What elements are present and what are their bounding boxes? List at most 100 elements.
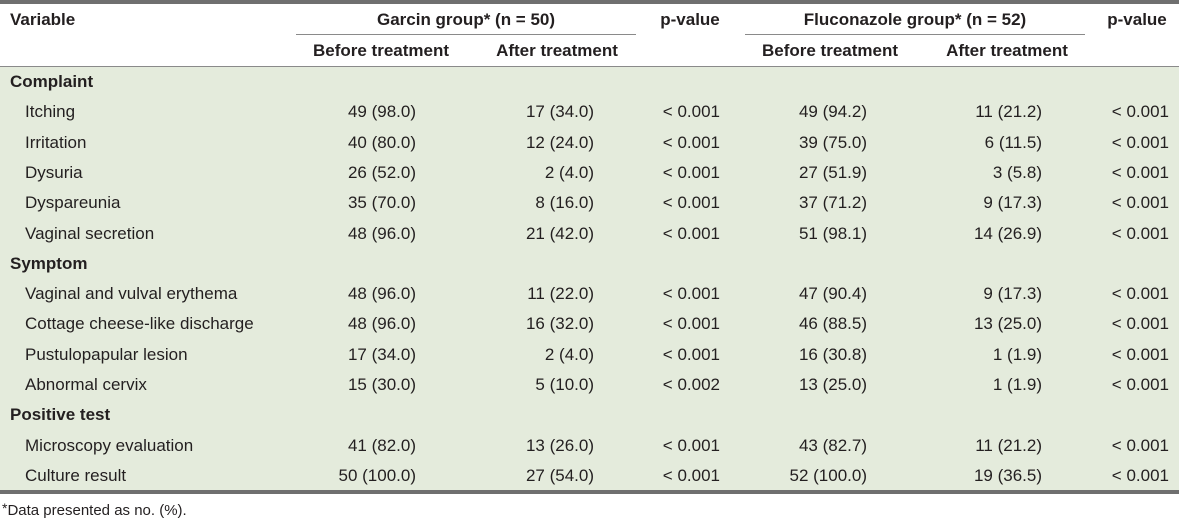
garcin-after-cell: 27 (54.0) (525, 465, 594, 485)
fluconazole-before-cell: 43 (82.7) (798, 435, 867, 455)
fluconazole-before-cell: 39 (75.0) (798, 132, 867, 152)
garcin-after-cell: 11 (22.0) (527, 284, 594, 304)
footnote-text: Data presented as no. (%). (7, 502, 187, 519)
garcin-after-cell: 12 (24.0) (525, 132, 594, 152)
fluconazole-pvalue-cell: < 0.001 (1111, 132, 1169, 152)
garcin-pvalue-cell: < 0.001 (662, 435, 720, 455)
fluconazole-pvalue-cell: < 0.001 (1111, 223, 1169, 243)
fluconazole-before-cell: 16 (30.8) (798, 344, 867, 364)
section-title: Complaint (10, 72, 94, 91)
fluconazole-after-cell: 6 (11.5) (984, 132, 1042, 152)
garcin-pvalue-cell: < 0.001 (662, 314, 720, 334)
fluconazole-after-cell: 3 (5.8) (992, 162, 1042, 182)
fluconazole-before-cell: 46 (88.5) (798, 314, 867, 334)
row-variable: Cottage cheese-like discharge (25, 314, 254, 334)
garcin-pvalue-cell: < 0.002 (662, 375, 720, 394)
fluconazole-before-cell: 52 (100.0) (789, 465, 868, 485)
garcin-before-cell: 48 (96.0) (347, 223, 416, 243)
section-title: Positive test (10, 405, 111, 425)
garcin-before-cell: 15 (30.0) (347, 375, 416, 394)
garcin-after-cell: 8 (16.0) (535, 193, 594, 213)
garcin-pvalue-cell: < 0.001 (662, 162, 720, 182)
garcin-after-cell: 21 (42.0) (525, 223, 594, 243)
fluconazole-after-cell: 9 (17.3) (983, 193, 1042, 213)
header-fluconazole-group: Fluconazole group* (n = 52) (803, 10, 1027, 29)
header-pvalue-1: p-value (660, 10, 720, 29)
header-after-2: After treatment (946, 41, 1068, 60)
table-body: Complaint Itching 49 (98.0) 17 (34.0) < 0.00… (0, 66, 1179, 490)
fluconazole-pvalue-cell: < 0.001 (1111, 162, 1169, 182)
garcin-before-cell: 49 (98.0) (347, 102, 416, 122)
table-header: Variable Garcin group* (n = 50) p-value … (0, 4, 1179, 66)
fluconazole-after-cell: 19 (36.5) (973, 465, 1042, 485)
header-variable: Variable (10, 10, 76, 29)
garcin-pvalue-cell: < 0.001 (662, 344, 720, 364)
garcin-after-cell: 5 (10.0) (535, 375, 594, 394)
row-variable: Pustulopapular lesion (25, 344, 188, 364)
garcin-before-cell: 48 (96.0) (347, 314, 416, 334)
garcin-before-cell: 35 (70.0) (347, 193, 416, 213)
header-garcin-group: Garcin group* (n = 50) (376, 10, 556, 29)
footnote: *Data presented as no. (%). (2, 500, 187, 521)
row-variable: Irritation (25, 132, 87, 152)
fluconazole-group-underline (745, 34, 1085, 35)
fluconazole-before-cell: 13 (25.0) (798, 375, 867, 394)
top-rule (0, 0, 1179, 4)
bottom-rule (0, 490, 1179, 494)
garcin-pvalue-cell: < 0.001 (662, 465, 720, 485)
garcin-before-cell: 41 (82.0) (347, 435, 416, 455)
row-variable: Vaginal secretion (25, 223, 155, 243)
fluconazole-pvalue-cell: < 0.001 (1111, 344, 1169, 364)
section-title: Symptom (10, 253, 88, 273)
fluconazole-pvalue-cell: < 0.001 (1111, 375, 1169, 394)
garcin-before-cell: 26 (52.0) (347, 162, 416, 182)
garcin-after-cell: 2 (4.0) (544, 344, 594, 364)
fluconazole-after-cell: 1 (1.9) (992, 375, 1042, 394)
garcin-after-cell: 13 (26.0) (525, 435, 594, 455)
header-after-1: After treatment (496, 41, 618, 60)
garcin-after-cell: 16 (32.0) (525, 314, 594, 334)
garcin-before-cell: 17 (34.0) (347, 344, 416, 364)
garcin-before-cell: 40 (80.0) (347, 132, 416, 152)
header-before-1: Before treatment (312, 41, 450, 60)
row-variable: Dyspareunia (25, 193, 121, 213)
row-variable: Culture result (25, 465, 127, 485)
header-before-2: Before treatment (761, 41, 899, 60)
header-pvalue-2: p-value (1107, 10, 1167, 29)
fluconazole-pvalue-cell: < 0.001 (1111, 314, 1169, 334)
header-separator (0, 66, 1179, 67)
garcin-pvalue-cell: < 0.001 (662, 102, 720, 122)
row-variable: Abnormal cervix (25, 375, 147, 394)
fluconazole-before-cell: 49 (94.2) (798, 102, 867, 122)
row-variable: Itching (25, 102, 76, 122)
garcin-after-cell: 17 (34.0) (525, 102, 594, 122)
garcin-pvalue-cell: < 0.001 (662, 193, 720, 213)
fluconazole-pvalue-cell: < 0.001 (1111, 102, 1169, 122)
garcin-before-cell: 48 (96.0) (347, 284, 416, 304)
fluconazole-pvalue-cell: < 0.001 (1111, 284, 1169, 304)
fluconazole-after-cell: 1 (1.9) (992, 344, 1042, 364)
fluconazole-after-cell: 11 (21.2) (975, 102, 1042, 122)
row-variable: Dysuria (25, 162, 83, 182)
fluconazole-before-cell: 27 (51.9) (798, 162, 867, 182)
fluconazole-pvalue-cell: < 0.001 (1111, 193, 1169, 213)
garcin-pvalue-cell: < 0.001 (662, 223, 720, 243)
garcin-pvalue-cell: < 0.001 (662, 132, 720, 152)
footnote-mark: * (2, 500, 8, 516)
fluconazole-before-cell: 51 (98.1) (798, 223, 867, 243)
fluconazole-after-cell: 14 (26.9) (973, 223, 1042, 243)
fluconazole-before-cell: 47 (90.4) (798, 284, 867, 304)
fluconazole-after-cell: 11 (21.2) (975, 435, 1042, 455)
fluconazole-after-cell: 13 (25.0) (973, 314, 1042, 334)
garcin-pvalue-cell: < 0.001 (662, 284, 720, 304)
garcin-group-underline (296, 34, 636, 35)
fluconazole-before-cell: 37 (71.2) (798, 193, 867, 213)
fluconazole-pvalue-cell: < 0.001 (1111, 465, 1169, 485)
garcin-after-cell: 2 (4.0) (544, 162, 594, 182)
fluconazole-after-cell: 9 (17.3) (983, 284, 1042, 304)
row-variable: Microscopy evaluation (25, 435, 194, 455)
garcin-before-cell: 50 (100.0) (338, 465, 417, 485)
fluconazole-pvalue-cell: < 0.001 (1111, 435, 1169, 455)
row-variable: Vaginal and vulval erythema (25, 284, 238, 304)
